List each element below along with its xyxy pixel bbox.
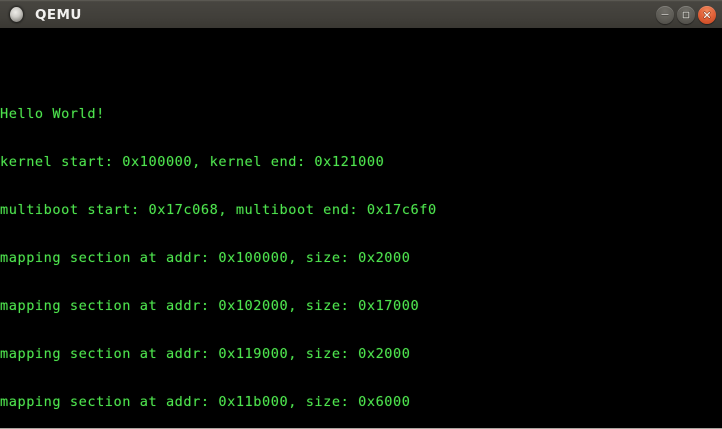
terminal-line: multiboot start: 0x17c068, multiboot end… xyxy=(0,202,437,218)
qemu-app-icon xyxy=(10,7,23,22)
close-icon xyxy=(698,6,716,24)
minimize-icon xyxy=(656,6,674,24)
terminal-line: mapping section at addr: 0x102000, size:… xyxy=(0,298,420,314)
window-title: QEMU xyxy=(35,6,82,23)
terminal-line: mapping section at addr: 0x100000, size:… xyxy=(0,250,411,266)
maximize-button[interactable] xyxy=(677,5,695,24)
terminal-text-output: Hello World! kernel start: 0x100000, ker… xyxy=(0,74,437,428)
terminal-line: mapping section at addr: 0x119000, size:… xyxy=(0,346,411,362)
terminal-line: Hello World! xyxy=(0,106,105,122)
window-controls xyxy=(656,5,716,24)
window-titlebar[interactable]: QEMU xyxy=(0,0,722,28)
maximize-icon xyxy=(677,6,695,24)
terminal-line: mapping section at addr: 0x11b000, size:… xyxy=(0,394,411,410)
terminal-line: kernel start: 0x100000, kernel end: 0x12… xyxy=(0,154,385,170)
minimize-button[interactable] xyxy=(656,5,674,24)
qemu-terminal-display[interactable]: Hello World! kernel start: 0x100000, ker… xyxy=(0,28,722,428)
close-button[interactable] xyxy=(698,5,716,24)
